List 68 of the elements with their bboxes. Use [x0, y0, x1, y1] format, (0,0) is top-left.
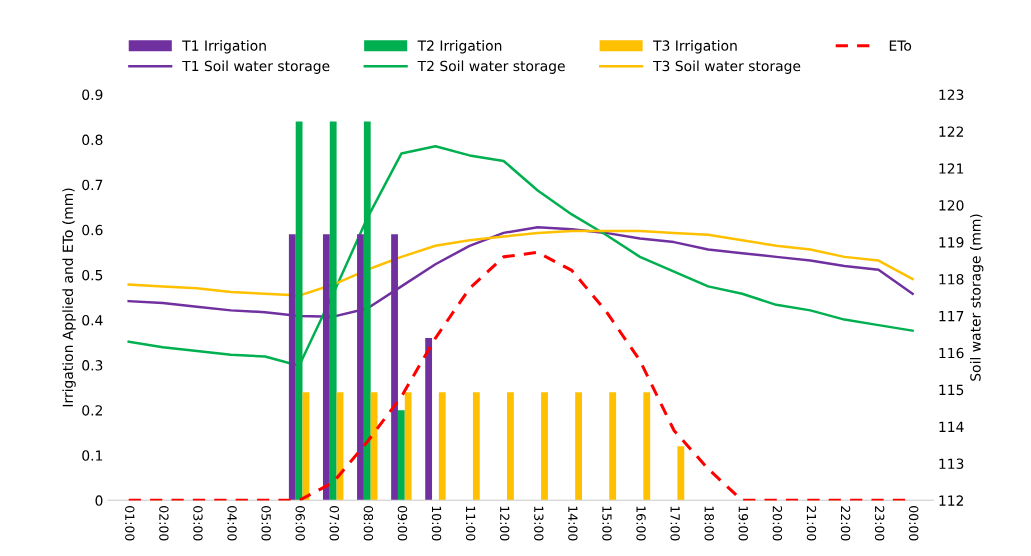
y2-tick-label: 114	[939, 421, 964, 432]
x-tick-label: 01:00	[125, 506, 135, 541]
x-tick-label: 14:00	[568, 506, 578, 541]
x-tick-label: 22:00	[840, 506, 851, 541]
x-tick-label: 04:00	[227, 506, 237, 541]
y-tick-label: 0	[95, 495, 103, 506]
legend-label: T2 Soil water storage	[417, 60, 565, 74]
legend-label: T2 Irrigation	[417, 40, 502, 54]
y-tick-label: 0.4	[82, 314, 103, 326]
bar	[609, 392, 617, 501]
x-tick-label: 09:00	[397, 506, 408, 541]
x-tick-label: 10:00	[431, 506, 442, 541]
x-tick-label: 17:00	[670, 506, 680, 541]
bar	[507, 392, 514, 501]
y2-tick-label: 116	[939, 347, 964, 359]
legend-label: T1 Soil water storage	[182, 60, 330, 74]
x-tick-label: 11:00	[465, 506, 476, 541]
y-tick-label: 0.3	[82, 360, 103, 371]
x-tick-label: 16:00	[636, 506, 646, 541]
y-tick-label: 0.5	[82, 269, 103, 281]
x-tick-label: 23:00	[874, 506, 885, 541]
x-tick-label: 18:00	[704, 506, 714, 541]
x-tick-label: 08:00	[363, 506, 374, 541]
y-axis-title: Irrigation Applied and ETo (mm)	[62, 188, 76, 407]
x-tick-label: 15:00	[602, 506, 612, 541]
x-tick-label: 21:00	[806, 506, 817, 541]
y2-axis-title: Soil water storage (mm)	[969, 214, 984, 381]
legend-label: T3 Soil water storage	[653, 60, 801, 74]
bar	[643, 392, 651, 501]
bar	[541, 392, 548, 501]
y-tick-label: 0.1	[82, 450, 103, 461]
x-tick-label: 05:00	[261, 506, 271, 541]
y2-tick-label: 119	[939, 237, 964, 248]
bar	[397, 410, 405, 501]
bar	[677, 446, 685, 501]
line-series	[127, 229, 914, 297]
y2-tick-label: 118	[939, 273, 964, 285]
x-tick-label: 20:00	[772, 506, 783, 541]
y2-tick-label: 112	[939, 495, 964, 506]
bar	[370, 392, 378, 501]
x-tick-label: 03:00	[193, 506, 203, 541]
y2-tick-label: 117	[939, 311, 964, 322]
y2-tick-label: 120	[939, 200, 964, 211]
bar	[404, 392, 412, 501]
legend-label: ETo	[889, 40, 912, 51]
legend-label: T3 Irrigation	[653, 40, 737, 54]
bar	[575, 392, 582, 501]
bar	[472, 392, 480, 501]
y2-tick-label: 113	[939, 458, 964, 469]
bar	[438, 392, 446, 501]
y-tick-label: 0.8	[82, 134, 103, 146]
y-tick-label: 0.9	[82, 89, 103, 100]
y-tick-label: 0.6	[82, 224, 103, 236]
x-tick-label: 02:00	[159, 506, 169, 541]
y2-tick-label: 123	[939, 89, 964, 100]
x-tick-label: 12:00	[499, 506, 510, 541]
y-tick-label: 0.2	[82, 405, 102, 416]
x-tick-label: 06:00	[295, 506, 305, 541]
y2-tick-label: 115	[939, 384, 964, 396]
bar	[425, 338, 433, 501]
x-tick-label: 13:00	[534, 506, 544, 541]
x-tick-label: 00:00	[908, 506, 919, 541]
y2-tick-label: 121	[939, 163, 964, 174]
legend-label: T1 Irrigation	[182, 40, 266, 54]
x-tick-label: 19:00	[738, 506, 749, 541]
y2-tick-label: 122	[939, 126, 964, 137]
y-tick-label: 0.7	[82, 179, 103, 191]
x-tick-label: 07:00	[329, 506, 340, 541]
